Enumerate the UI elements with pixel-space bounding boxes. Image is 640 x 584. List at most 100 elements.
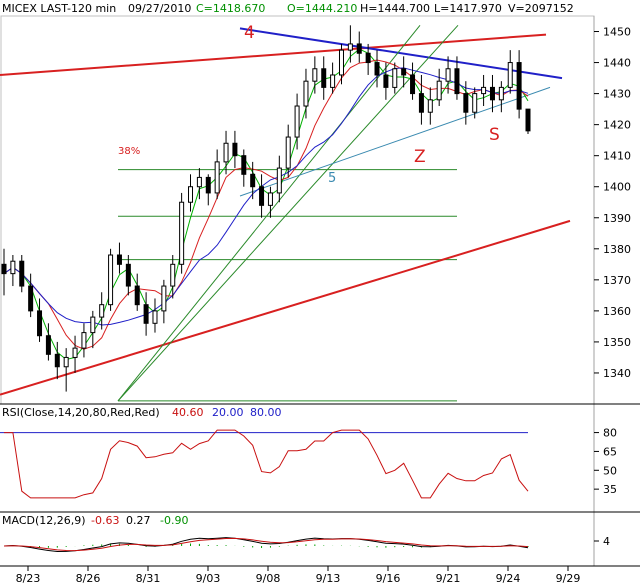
candle-body (10, 260, 16, 275)
candle-body (205, 176, 211, 194)
price-tick-label: 1420 (603, 119, 631, 132)
rsi-tick-label: 35 (603, 483, 617, 496)
candle-body (81, 332, 87, 349)
price-panel-frame (0, 15, 595, 405)
chart-title-date: 09/27/2010 (128, 2, 191, 15)
candle-body (152, 310, 158, 324)
fib-label-38: 38% (118, 146, 140, 157)
x-tick-label: 8/31 (136, 572, 161, 584)
candle-body (45, 335, 51, 355)
candle-body (99, 304, 105, 318)
x-tick-label: 9/29 (556, 572, 581, 584)
candle-body (28, 285, 34, 312)
chart-title-low: L=1417.970 (434, 2, 502, 15)
candle-body (108, 254, 114, 306)
macd-value: -0.63 (91, 514, 119, 527)
candle-body (19, 260, 25, 287)
rsi-tick-label: 80 (603, 427, 617, 440)
candle-body (454, 68, 460, 95)
candle-body (54, 353, 60, 368)
candle-body (259, 186, 265, 206)
x-tick-label: 9/16 (376, 572, 401, 584)
candle-body (312, 68, 318, 82)
wave-label-z: Z (414, 147, 426, 167)
candle-body (507, 62, 513, 88)
candle-body (321, 68, 327, 88)
x-tick-label: 9/03 (196, 572, 221, 584)
macd-hist-value: -0.90 (160, 514, 188, 527)
candle-body (196, 176, 202, 188)
candle-body (90, 316, 96, 334)
candle-body (489, 86, 495, 101)
chart-title-symbol: MICEX LAST-120 min (2, 2, 116, 15)
rsi-tick-label: 65 (603, 445, 617, 458)
candle-body (143, 304, 149, 324)
candle-body (116, 254, 122, 265)
candle-body (125, 263, 131, 287)
macd-line (3, 537, 529, 553)
price-tick-label: 1440 (603, 57, 631, 70)
x-tick-label: 8/23 (16, 572, 41, 584)
trendline-teal (239, 86, 551, 197)
candle-body (294, 105, 300, 138)
candle-body (134, 285, 140, 306)
x-tick-label: 9/13 (316, 572, 341, 584)
candle-body (525, 108, 531, 132)
candle-body (365, 52, 371, 64)
candle-body (445, 68, 451, 82)
price-tick-label: 1410 (603, 150, 631, 163)
candle-body (250, 173, 256, 188)
channel-green-2 (117, 24, 421, 402)
candle-body (472, 93, 478, 113)
chart-title-volume: V=2097152 (508, 2, 574, 15)
candle-body (232, 142, 238, 157)
candle-body (347, 43, 353, 51)
trendline-upper-red (0, 33, 547, 76)
candle-body (267, 192, 273, 206)
candle-body (338, 49, 344, 76)
price-tick-label: 1390 (603, 212, 631, 225)
rsi-label: RSI(Close,14,20,80,Red,Red) (2, 406, 160, 419)
price-tick-label: 1380 (603, 243, 631, 256)
candle-body (392, 68, 398, 88)
wave-label-5: 5 (328, 171, 336, 186)
price-tick-label: 1430 (603, 88, 631, 101)
trendline-lower-red (0, 219, 571, 396)
wave-label-4: 4 (244, 23, 255, 43)
candle-body (383, 74, 389, 88)
candle-body (37, 310, 43, 337)
candle-body (516, 62, 522, 110)
rsi-value: 40.60 (172, 406, 204, 419)
x-tick-label: 9/21 (436, 572, 461, 584)
candle-body (72, 347, 78, 358)
chart-title-high: H=1444.700 (360, 2, 430, 15)
candle-body (463, 93, 469, 113)
rsi-low-level: 20.00 (212, 406, 244, 419)
candle-body (303, 80, 309, 107)
x-tick-label: 9/24 (496, 572, 521, 584)
price-tick-label: 1350 (603, 336, 631, 349)
macd-signal-value: 0.27 (126, 514, 151, 527)
rsi-high-level: 80.00 (250, 406, 282, 419)
rsi-tick-label: 50 (603, 464, 617, 477)
candle-body (330, 74, 336, 88)
candle-body (356, 43, 362, 54)
price-tick-label: 1400 (603, 181, 631, 194)
chart-title-open: O=1444.210 (287, 2, 357, 15)
candle-body (285, 136, 291, 169)
macd-tick-label: 4 (603, 535, 610, 548)
candle-body (481, 86, 487, 95)
candle-body (170, 263, 176, 287)
candle-body (401, 68, 407, 76)
candle-body (188, 186, 194, 203)
candle-body (241, 155, 247, 175)
x-tick-label: 8/26 (76, 572, 101, 584)
macd-signal-line (3, 537, 529, 552)
candle-body (276, 167, 282, 194)
price-tick-label: 1340 (603, 367, 631, 380)
candle-body (223, 142, 229, 163)
channel-green-1 (117, 24, 459, 402)
ma-mid-line (3, 59, 529, 350)
